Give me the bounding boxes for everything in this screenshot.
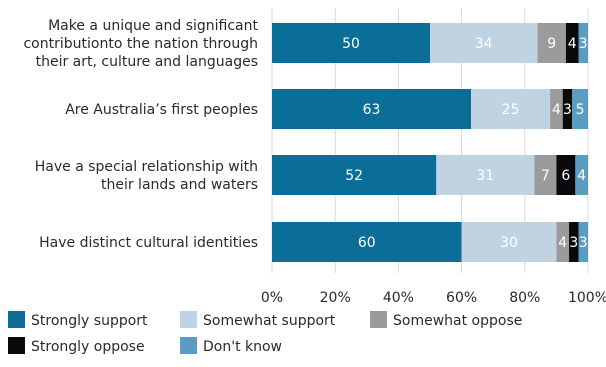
data-label: 6	[561, 168, 570, 184]
bar-segment	[578, 23, 588, 63]
data-label: 34	[475, 36, 493, 52]
legend-label: Don't know	[203, 339, 282, 355]
data-label: 31	[476, 168, 494, 184]
data-label: 5	[576, 102, 585, 118]
x-tick-label: 0%	[261, 290, 283, 306]
category-label: Make a unique and significant	[48, 18, 258, 34]
bar-segment	[572, 89, 588, 129]
bar-segment	[565, 23, 579, 63]
bar-segment	[556, 222, 570, 262]
legend-label: Somewhat oppose	[393, 313, 522, 329]
x-tick-label: 40%	[383, 290, 414, 306]
x-tick-label: 20%	[320, 290, 351, 306]
bar-segment	[272, 23, 430, 63]
bar-segment	[562, 89, 573, 129]
legend-label: Somewhat support	[203, 313, 336, 329]
data-label: 30	[500, 235, 518, 251]
category-label: Are Australia’s first peoples	[65, 102, 258, 118]
bar-segment	[436, 155, 535, 195]
data-label: 7	[541, 168, 550, 184]
data-label: 4	[552, 102, 561, 118]
data-label: 3	[579, 36, 588, 52]
data-label: 3	[579, 235, 588, 251]
data-label: 52	[345, 168, 363, 184]
category-label: their art, culture and languages	[36, 54, 258, 70]
bar-segment	[578, 222, 588, 262]
data-label: 3	[563, 102, 572, 118]
legend-swatch	[180, 311, 197, 328]
data-label: 25	[502, 102, 520, 118]
bar-segment	[430, 23, 538, 63]
data-label: 4	[568, 36, 577, 52]
legend-label: Strongly oppose	[31, 339, 145, 355]
data-label: 50	[342, 36, 360, 52]
bar-segment	[569, 222, 579, 262]
data-label: 9	[547, 36, 556, 52]
data-label: 60	[358, 235, 376, 251]
x-tick-label: 100%	[568, 290, 606, 306]
bar-segment	[556, 155, 576, 195]
bar-segment	[272, 155, 437, 195]
data-label: 4	[558, 235, 567, 251]
category-label: Have a special relationship with	[35, 159, 258, 175]
legend-swatch	[370, 311, 387, 328]
x-tick-label: 60%	[446, 290, 477, 306]
category-label: their lands and waters	[101, 177, 258, 193]
category-label: Have distinct cultural identities	[39, 235, 258, 251]
data-label: 63	[363, 102, 381, 118]
legend-swatch	[8, 337, 25, 354]
x-tick-label: 80%	[509, 290, 540, 306]
bar-segment	[537, 23, 566, 63]
bar-segment	[534, 155, 557, 195]
bar-segment	[272, 222, 462, 262]
bar-segment	[471, 89, 551, 129]
bar-segment	[461, 222, 557, 262]
legend-swatch	[8, 311, 25, 328]
legend-label: Strongly support	[31, 313, 148, 329]
bar-segment	[550, 89, 563, 129]
category-label: contributionto the nation through	[23, 36, 258, 52]
legend-swatch	[180, 337, 197, 354]
bar-segment	[575, 155, 588, 195]
data-label: 4	[577, 168, 586, 184]
data-label: 3	[569, 235, 578, 251]
bar-segment	[272, 89, 472, 129]
